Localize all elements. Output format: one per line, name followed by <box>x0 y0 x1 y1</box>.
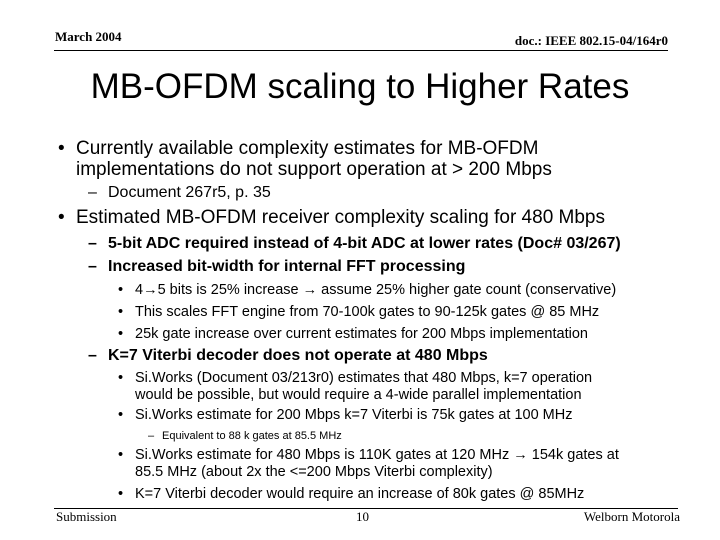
bullet-2-sub-1-marker: – <box>88 235 97 252</box>
viterbi-item-3-a: Si.Works estimate for 480 Mbps is 110K g… <box>135 447 514 463</box>
fft-item-1-b: 5 bits is 25% increase <box>157 282 303 298</box>
bullet-2-sub-2-marker: – <box>88 258 97 275</box>
bullet-2: Estimated MB-OFDM receiver complexity sc… <box>76 207 605 228</box>
fft-item-1: 4→5 bits is 25% increase → assume 25% hi… <box>135 281 616 299</box>
slide-title: MB-OFDM scaling to Higher Rates <box>90 67 630 106</box>
viterbi-item-3-line-2: 85.5 MHz (about 2x the <=200 Mbps Viterb… <box>135 464 493 480</box>
bullet-1-sub-1: Document 267r5, p. 35 <box>108 184 271 201</box>
viterbi-item-4-marker: • <box>118 486 124 502</box>
viterbi-item-1-line-1: Si.Works (Document 03/213r0) estimates t… <box>135 370 593 386</box>
viterbi-item-3-b: 154k gates at <box>527 447 619 463</box>
viterbi-item-2: Si.Works estimate for 200 Mbps k=7 Viter… <box>135 407 573 423</box>
bullet-2-marker: • <box>58 207 65 228</box>
fft-item-2-marker: • <box>118 304 124 320</box>
footer-author: Welborn Motorola <box>583 509 680 524</box>
fft-item-1-c: assume 25% higher gate count (conservati… <box>317 282 617 298</box>
arrow-icon: → <box>143 282 158 298</box>
viterbi-item-4: K=7 Viterbi decoder would require an inc… <box>135 486 585 502</box>
footer-rule <box>54 508 678 509</box>
bullet-1-sub-1-marker: – <box>88 184 97 201</box>
fft-item-3-marker: • <box>118 326 124 342</box>
footer-page-number: 10 <box>356 509 369 524</box>
bullet-2-sub-3: K=7 Viterbi decoder does not operate at … <box>108 347 488 364</box>
arrow-icon: → <box>302 282 318 298</box>
bullet-2-sub-2: Increased bit-width for internal FFT pro… <box>108 258 466 275</box>
header-date: March 2004 <box>55 29 122 44</box>
header-doc-id: doc.: IEEE 802.15-04/164r0 <box>514 33 668 48</box>
fft-item-1-marker: • <box>118 282 124 298</box>
viterbi-item-1-line-2: would be possible, but would require a 4… <box>135 387 582 403</box>
bullet-1-line-2: implementations do not support operation… <box>76 159 552 180</box>
bullet-1-line-1: Currently available complexity estimates… <box>76 138 539 159</box>
header-rule <box>54 50 668 51</box>
bullet-2-sub-1: 5-bit ADC required instead of 4-bit ADC … <box>108 235 621 252</box>
bullet-2-sub-3-marker: – <box>88 347 97 364</box>
viterbi-sub-marker: – <box>148 430 155 442</box>
fft-item-1-a: 4 <box>135 282 144 298</box>
bullet-1-marker: • <box>58 138 65 159</box>
fft-item-2: This scales FFT engine from 70-100k gate… <box>135 304 600 320</box>
footer-submission: Submission <box>56 509 117 524</box>
viterbi-item-3-marker: • <box>118 447 124 463</box>
viterbi-item-2-sub: Equivalent to 88 k gates at 85.5 MHz <box>162 430 342 442</box>
viterbi-item-1-marker: • <box>118 370 124 386</box>
arrow-icon: → <box>513 447 528 463</box>
viterbi-item-3-line-1: Si.Works estimate for 480 Mbps is 110K g… <box>135 446 619 464</box>
fft-item-3: 25k gate increase over current estimates… <box>135 326 588 342</box>
viterbi-item-2-marker: • <box>118 407 124 423</box>
